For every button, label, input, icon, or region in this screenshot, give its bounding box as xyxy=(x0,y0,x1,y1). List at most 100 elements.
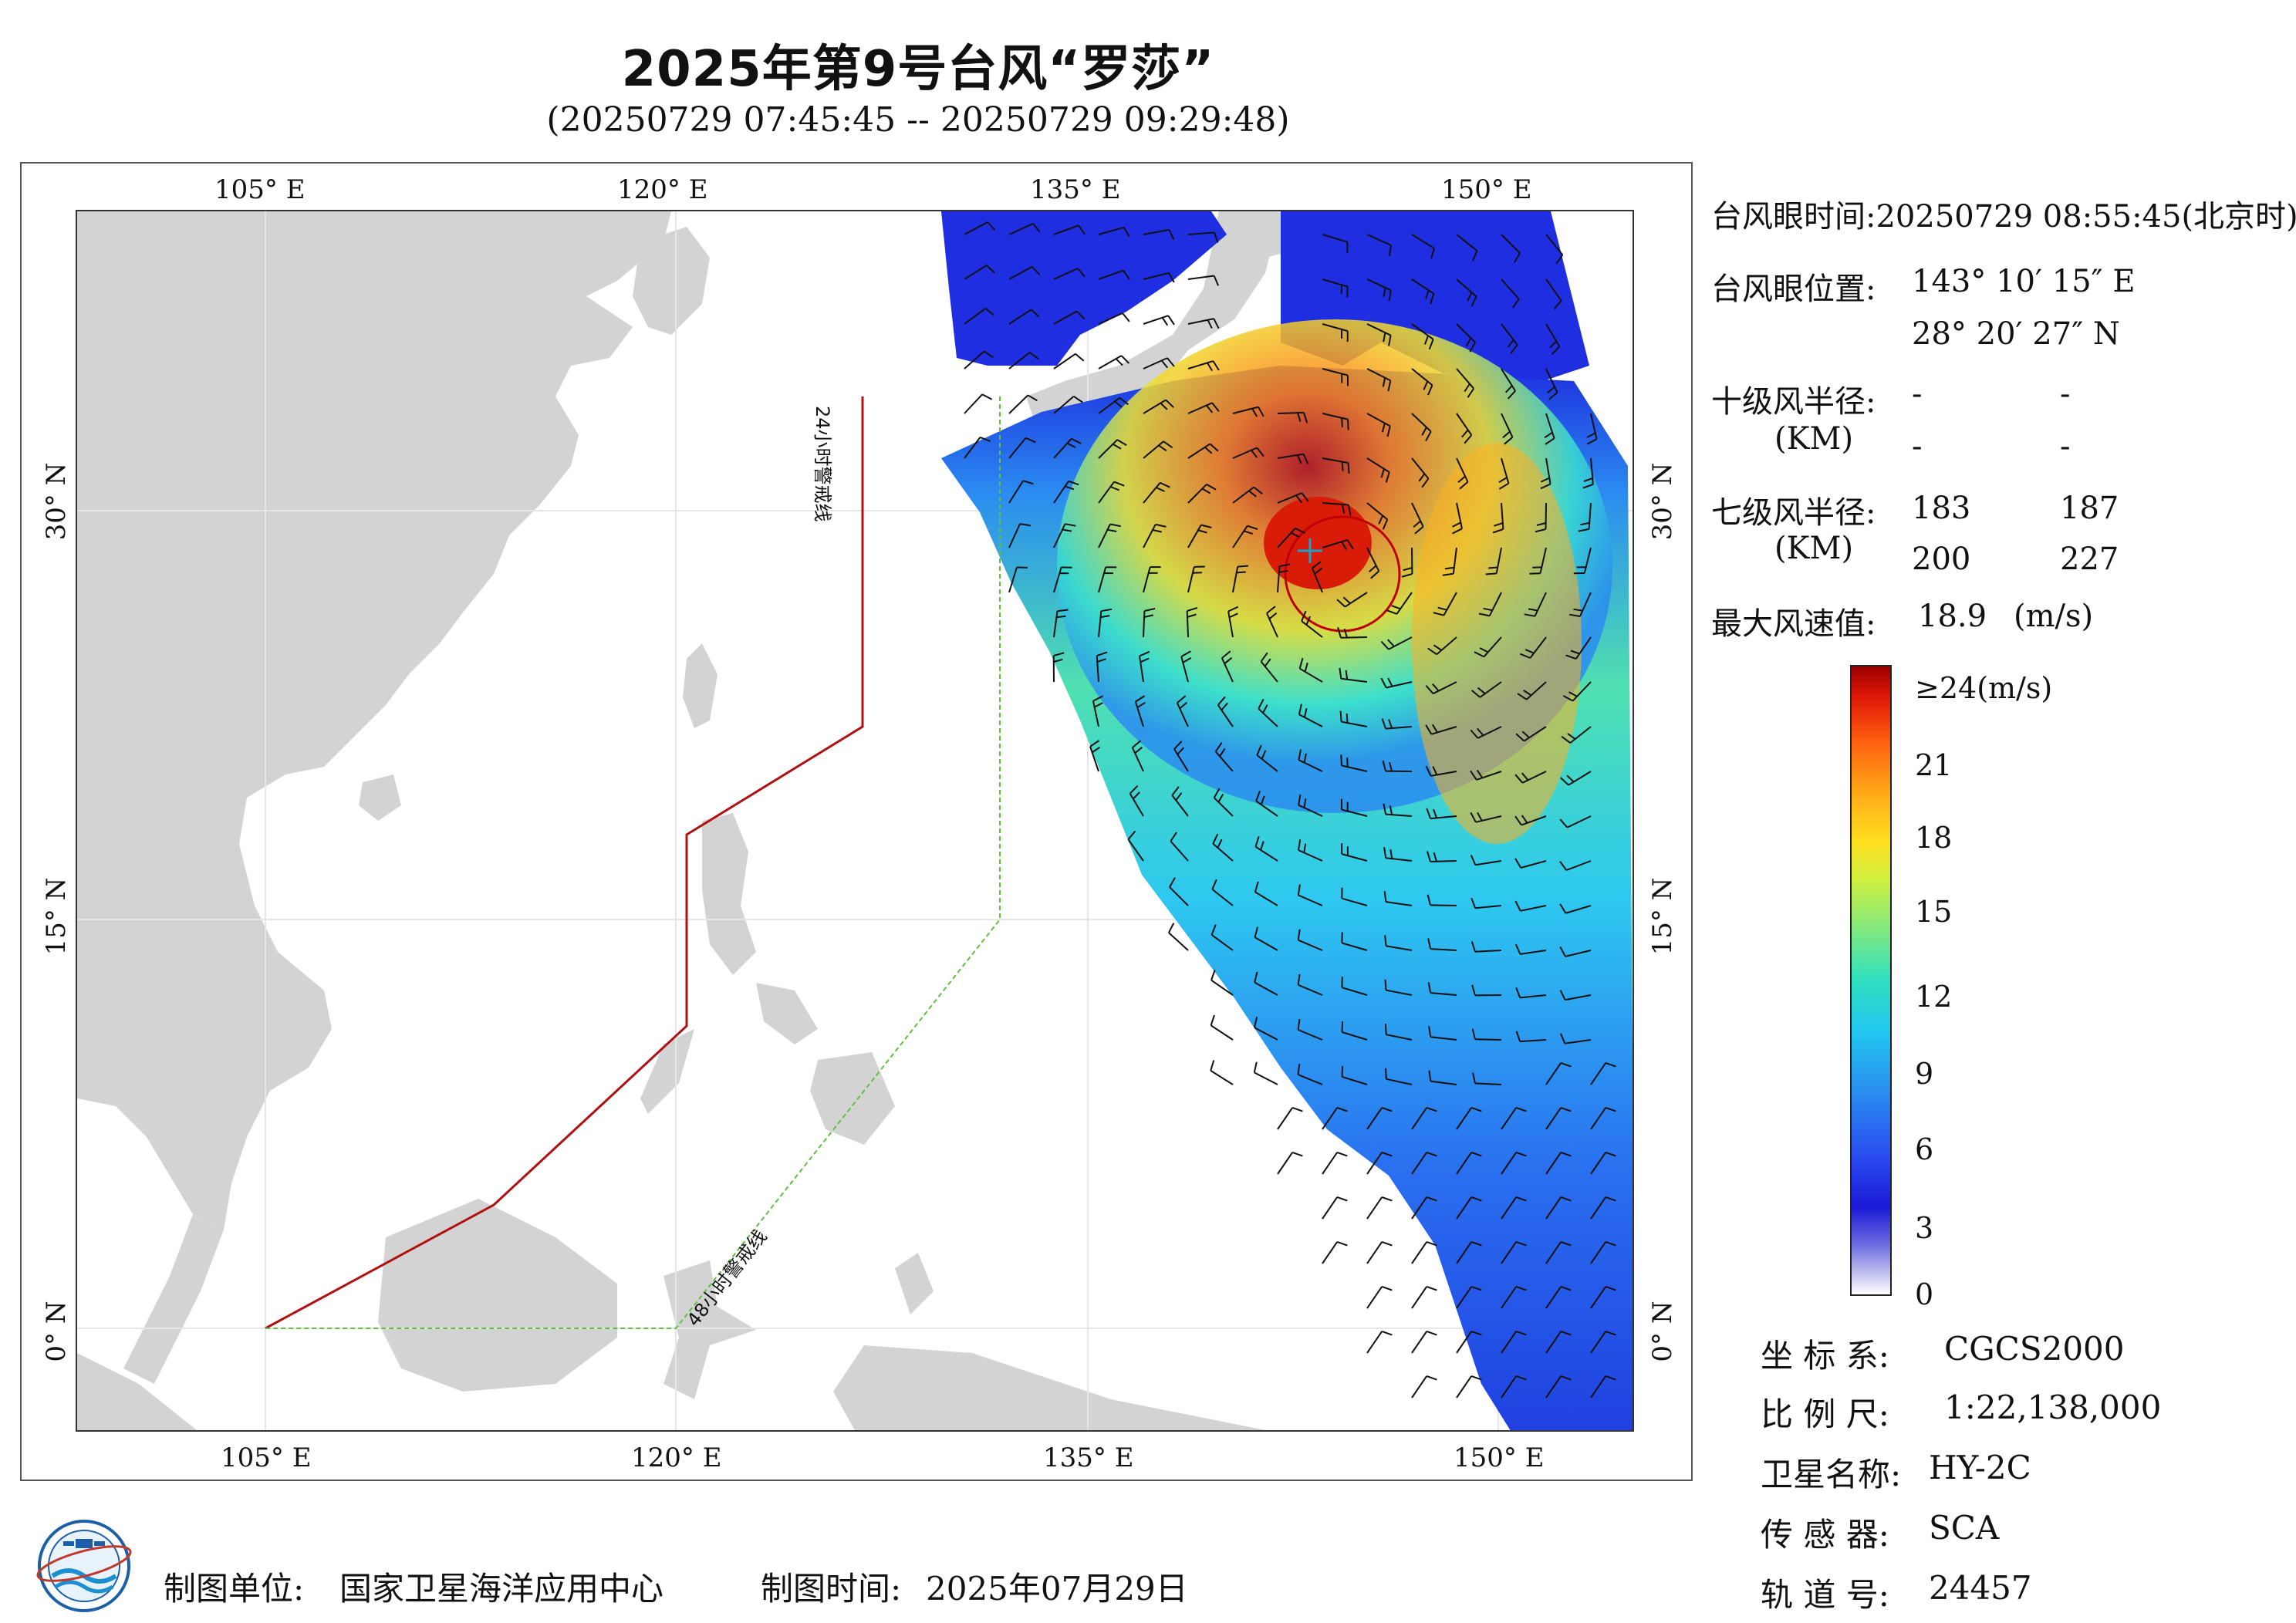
wind-barb-flag xyxy=(1470,1285,1482,1291)
wind-barb-flag xyxy=(1212,833,1219,845)
wind-barb-shaft xyxy=(1143,440,1164,459)
wind-barb-shaft xyxy=(1396,592,1413,615)
wind-barb-shaft xyxy=(1187,360,1214,369)
wind-barb-flag xyxy=(1156,487,1165,492)
wind-barb-flag xyxy=(1297,1018,1301,1031)
wind-barb-flag xyxy=(1427,384,1433,396)
wind-barb-flag xyxy=(1135,695,1146,703)
wind-barb-shaft xyxy=(1187,443,1211,459)
wind-barb-shaft xyxy=(1475,860,1502,866)
wind-barb-flag xyxy=(1297,884,1301,896)
wind-barb-flag xyxy=(1381,1196,1393,1202)
wind-barb-flag xyxy=(1426,808,1432,819)
wind-barb-shaft xyxy=(1186,610,1189,638)
wind-barb-shaft xyxy=(1171,795,1189,817)
wind-barb-shaft xyxy=(1298,984,1323,996)
wind-barb-flag xyxy=(1303,412,1308,423)
wind-swath xyxy=(941,211,1633,1430)
wind-barb-flag xyxy=(1384,935,1387,946)
wind-barb-flag xyxy=(1479,647,1489,653)
wind-barb-shaft xyxy=(1590,1062,1607,1085)
wind-barb-flag xyxy=(1470,1330,1482,1336)
wind-barb-shaft xyxy=(1456,502,1463,529)
wind-barb-flag xyxy=(1566,774,1575,783)
wind-barb-flag xyxy=(1210,1014,1215,1026)
wind-barb-flag xyxy=(1568,691,1578,697)
wind-barb-shaft xyxy=(1545,1196,1562,1220)
wind-barb-flag xyxy=(1200,524,1212,528)
wind-barb-shaft xyxy=(1143,357,1168,369)
wind-barb-flag xyxy=(1213,232,1219,243)
wind-barb-flag xyxy=(1346,714,1349,724)
wind-barb-flag xyxy=(1314,567,1323,575)
wind-barb-flag xyxy=(1158,444,1167,452)
wind-barb-shaft xyxy=(1008,222,1034,235)
wind-barb-shaft xyxy=(1386,901,1413,906)
wind-barb-flag xyxy=(1219,747,1226,757)
wind-barb-shaft xyxy=(1501,1152,1518,1175)
footer-time-value: 2025年07月29日 xyxy=(926,1570,1188,1608)
wind-barb-shaft xyxy=(1322,502,1349,506)
wind-barb-flag xyxy=(1261,750,1267,760)
wind-barb-flag xyxy=(1210,924,1217,936)
wind-barb-flag xyxy=(1467,292,1473,302)
wind-barb-shaft xyxy=(1322,368,1349,376)
wind-barb-flag xyxy=(1560,1285,1572,1291)
wind-barb-flag xyxy=(1423,380,1429,390)
wind-barb-shaft xyxy=(1254,1071,1278,1085)
map-title: 2025年第9号台风“罗莎” xyxy=(621,41,1215,98)
wind-barb-flag xyxy=(1583,477,1593,482)
land-taiwan xyxy=(683,643,718,728)
wind-barb-shaft xyxy=(1298,1074,1323,1085)
wind-barb-shaft xyxy=(1501,368,1516,392)
wind-speed-colorbar xyxy=(1850,665,1892,1296)
wind-barb-flag xyxy=(1426,1196,1437,1202)
footer-unit-label: 制图单位: xyxy=(164,1570,305,1608)
wind-barb-flag xyxy=(1173,741,1183,750)
wind-barb-flag xyxy=(1570,650,1580,655)
wind-barb-shaft xyxy=(1298,849,1323,862)
wind-barb-flag xyxy=(1071,437,1082,444)
wind-barb-shaft xyxy=(1366,413,1391,427)
wind-barb-flag xyxy=(1092,746,1101,754)
wind-barb-shaft xyxy=(1521,815,1547,826)
wind-barb-shaft xyxy=(1456,1375,1473,1399)
r10-value-sw: - xyxy=(1912,429,1923,464)
orbit-label: 轨 道 号: xyxy=(1761,1576,1889,1614)
wind-barb-flag xyxy=(1096,651,1108,657)
wind-barb-flag xyxy=(1132,740,1142,748)
wind-barb-flag xyxy=(1426,1330,1437,1336)
wind-barb-flag xyxy=(1470,897,1477,909)
wind-barb-flag xyxy=(1498,477,1508,484)
land-sulawesi xyxy=(663,1260,756,1399)
wind-barb-shaft xyxy=(1340,636,1368,639)
wind-barb-flag xyxy=(1381,1106,1393,1112)
wind-barb-flag xyxy=(1524,613,1535,617)
wind-barb-flag xyxy=(1254,926,1259,938)
wind-barb-shaft xyxy=(1430,992,1457,996)
wind-barb-shaft xyxy=(1277,1152,1294,1175)
wind-barb-flag xyxy=(1477,812,1483,822)
map-area[interactable]: 24小时警戒线 48小时警戒线 xyxy=(76,210,1634,1432)
wind-barb-shaft xyxy=(1501,1107,1518,1130)
wind-barb-flag xyxy=(1266,606,1276,614)
wind-barb-shaft xyxy=(1298,894,1323,906)
wind-barb-shaft xyxy=(1169,886,1189,906)
wind-barb-shaft xyxy=(1501,1331,1518,1354)
wind-barb-flag xyxy=(1521,731,1530,738)
wind-barb-shaft xyxy=(1098,524,1111,548)
wind-barb-flag xyxy=(1168,272,1175,283)
lon-tick-top-150: 150° E xyxy=(1441,174,1532,205)
wind-barb-shaft xyxy=(1569,726,1592,744)
wind-barb-flag xyxy=(1109,523,1121,528)
wind-barb-shaft xyxy=(1568,771,1592,786)
wind-barb-shaft xyxy=(1053,438,1072,459)
wind-barb-flag xyxy=(1253,1061,1258,1073)
lon-tick-bottom-150: 150° E xyxy=(1454,1442,1545,1473)
r7-value-nw: 227 xyxy=(2060,542,2119,577)
wind-barb-shaft xyxy=(1210,1024,1234,1041)
wind-barb-flag xyxy=(1127,830,1136,840)
wind-barb-shaft xyxy=(1590,1241,1607,1264)
wind-barb-shaft xyxy=(1298,1029,1323,1041)
wind-barb-flag xyxy=(1144,608,1156,612)
